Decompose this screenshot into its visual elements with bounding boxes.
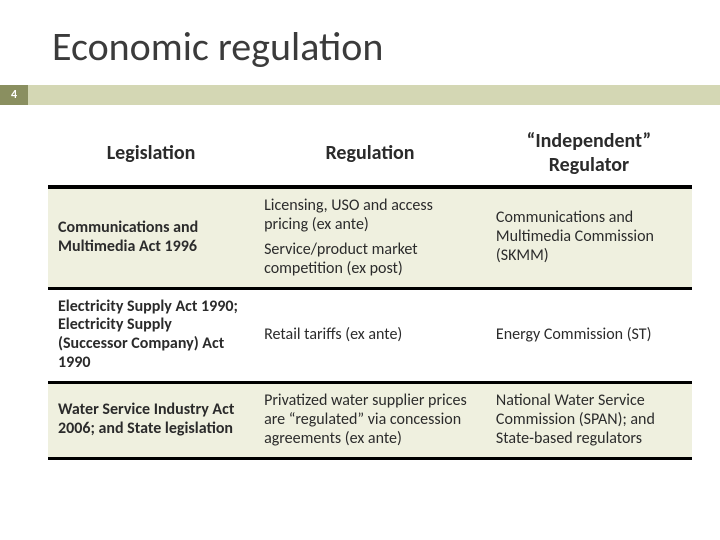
regulation-para: Licensing, USO and access pricing (ex an… [264,197,476,235]
regulation-table: Legislation Regulation “Independent” Reg… [48,123,692,460]
regulation-para: Privatized water supplier prices are “re… [264,392,476,449]
cell-legislation: Communications and Multimedia Act 1996 [48,187,254,288]
content-region: Legislation Regulation “Independent” Reg… [0,105,720,460]
cell-legislation: Electricity Supply Act 1990; Electricity… [48,288,254,383]
slide-title: Economic regulation [0,0,720,85]
cell-regulation: Retail tariffs (ex ante) [254,288,486,383]
page-number-bar: 4 [0,85,720,105]
cell-regulation: Privatized water supplier prices are “re… [254,383,486,459]
table-row: Electricity Supply Act 1990; Electricity… [48,288,692,383]
col-header-regulator: “Independent” Regulator [486,123,692,187]
table-row: Communications and Multimedia Act 1996 L… [48,187,692,288]
page-number-badge: 4 [0,85,28,105]
cell-legislation: Water Service Industry Act 2006; and Sta… [48,383,254,459]
table-row: Water Service Industry Act 2006; and Sta… [48,383,692,459]
cell-regulator: Communications and Multimedia Commission… [486,187,692,288]
table-header-row: Legislation Regulation “Independent” Reg… [48,123,692,187]
cell-regulator: Energy Commission (ST) [486,288,692,383]
page-number-bar-fill [28,85,720,105]
cell-regulation: Licensing, USO and access pricing (ex an… [254,187,486,288]
col-header-regulation: Regulation [254,123,486,187]
cell-regulator: National Water Service Commission (SPAN)… [486,383,692,459]
regulation-para: Retail tariffs (ex ante) [264,326,476,345]
regulation-para: Service/product market competition (ex p… [264,241,476,279]
col-header-legislation: Legislation [48,123,254,187]
